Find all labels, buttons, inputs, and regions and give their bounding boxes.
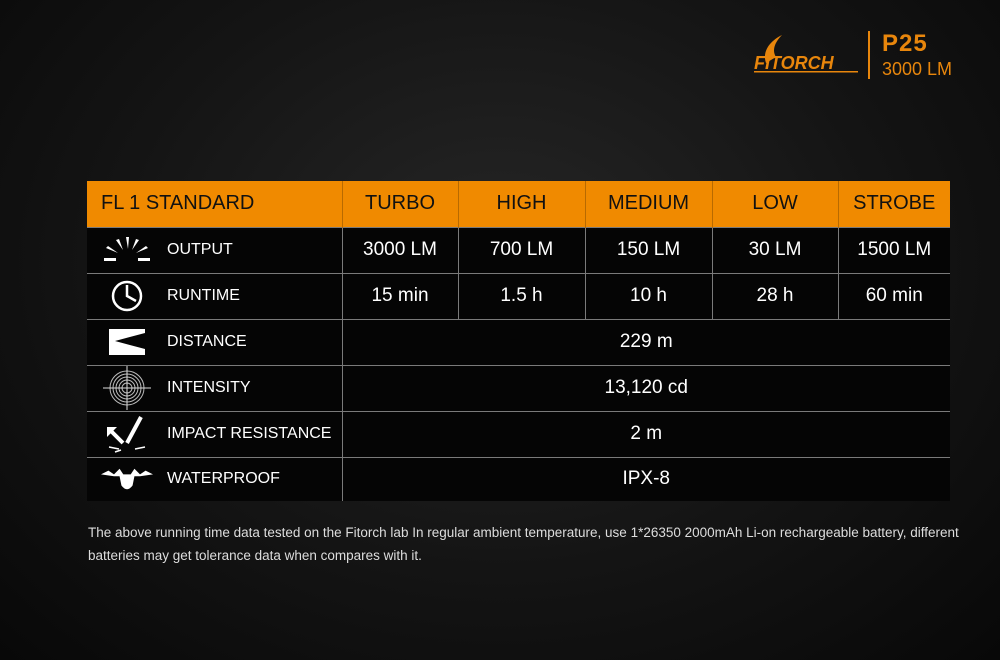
target-icon <box>101 366 153 410</box>
cell: 150 LM <box>584 226 712 273</box>
table-row-distance: DISTANCE 229 m <box>87 318 950 365</box>
cell: 10 h <box>584 272 712 319</box>
water-drop-icon <box>101 462 153 496</box>
svg-text:FITORCH: FITORCH <box>754 53 835 73</box>
cell: IPX-8 <box>341 456 950 501</box>
table-row-runtime: RUNTIME 15 min 1.5 h 10 h 28 h 60 min <box>87 272 950 319</box>
cell: 1500 LM <box>837 226 950 273</box>
spec-table: FL 1 STANDARD TURBO HIGH MEDIUM LOW STRO… <box>87 181 950 501</box>
brand-header: FITORCH P25 3000 LM <box>752 30 952 80</box>
table-row-impact: IMPACT RESISTANCE 2 m <box>87 410 950 457</box>
row-label: RUNTIME <box>167 287 240 304</box>
table-row-intensity: INTENSITY 13,120 cd <box>87 364 950 411</box>
table-row-output: OUTPUT 3000 LM 700 LM 150 LM 30 LM 1500 … <box>87 226 950 273</box>
cell: 60 min <box>837 272 950 319</box>
divider <box>868 31 870 79</box>
header-standard: FL 1 STANDARD <box>87 181 342 227</box>
cell: 15 min <box>341 272 458 319</box>
beam-distance-icon <box>101 325 153 359</box>
cell: 28 h <box>711 272 838 319</box>
cell: 3000 LM <box>341 226 458 273</box>
fitorch-logo: FITORCH <box>754 35 858 73</box>
clock-icon <box>101 279 153 313</box>
row-label: OUTPUT <box>167 241 233 258</box>
header-medium: MEDIUM <box>584 181 712 227</box>
header-strobe: STROBE <box>837 181 950 227</box>
cell: 700 LM <box>457 226 585 273</box>
header-high: HIGH <box>457 181 585 227</box>
impact-icon <box>101 416 153 453</box>
cell: 13,120 cd <box>341 364 950 411</box>
row-label: WATERPROOF <box>167 470 280 488</box>
cell: 229 m <box>341 318 950 365</box>
header-turbo: TURBO <box>341 181 458 227</box>
table-row-waterproof: WATERPROOF IPX-8 <box>87 456 950 501</box>
row-label: DISTANCE <box>167 333 247 350</box>
model-lumens: 3000 LM <box>882 59 953 79</box>
sun-burst-icon <box>101 233 153 267</box>
model-name: P25 <box>882 30 928 57</box>
cell: 30 LM <box>711 226 838 273</box>
header-low: LOW <box>711 181 838 227</box>
row-label: INTENSITY <box>167 379 251 396</box>
row-label: IMPACT RESISTANCE <box>167 425 332 442</box>
footnote: The above running time data tested on th… <box>88 525 959 563</box>
cell: 1.5 h <box>457 272 585 319</box>
cell: 2 m <box>341 410 950 457</box>
